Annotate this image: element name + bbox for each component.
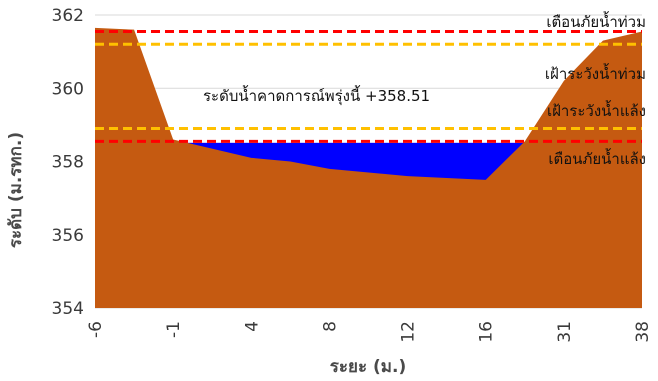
x-tick-6: 31 — [555, 321, 575, 343]
y-tick-labels: 354 356 358 360 362 — [52, 6, 84, 319]
threshold-label-2: เฝ้าระวังน้ำแล้ง — [547, 100, 646, 120]
forecast-annotation: ระดับน้ำคาดการณ์พรุ่งนี้ +358.51 — [203, 85, 430, 106]
x-tick-labels: -6 -1 4 8 12 16 31 38 — [86, 321, 653, 343]
chart-fills — [95, 27, 642, 308]
x-tick-0: -6 — [86, 321, 106, 338]
threshold-label-0: เตือนภัยน้ำท่วม — [546, 11, 646, 31]
y-tick-354: 354 — [52, 299, 84, 319]
y-tick-360: 360 — [52, 79, 84, 99]
x-tick-4: 12 — [399, 321, 419, 343]
y-tick-358: 358 — [52, 153, 84, 173]
ground-area — [95, 27, 642, 308]
y-axis-title: ระดับ (ม.รทก.) — [6, 132, 26, 248]
x-tick-1: -1 — [164, 321, 184, 338]
x-tick-7: 38 — [633, 321, 653, 343]
threshold-label-3: เตือนภัยน้ำแล้ง — [548, 148, 646, 168]
threshold-label-1: เฝ้าระวังน้ำท่วม — [545, 63, 646, 83]
x-axis-title: ระยะ (ม.) — [330, 357, 406, 377]
y-tick-362: 362 — [52, 6, 84, 26]
x-tick-3: 8 — [320, 321, 340, 332]
x-tick-2: 4 — [242, 321, 262, 332]
threshold-lines: เตือนภัยน้ำท่วมเฝ้าระวังน้ำท่วมเฝ้าระวัง… — [95, 11, 646, 168]
y-tick-356: 356 — [52, 226, 84, 246]
x-tick-5: 16 — [477, 321, 497, 343]
